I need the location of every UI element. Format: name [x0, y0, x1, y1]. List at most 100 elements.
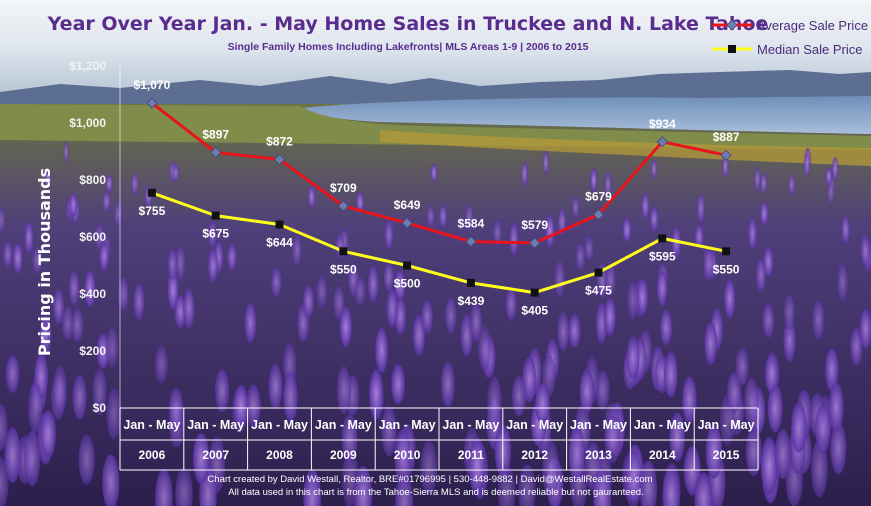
lupine-flower [465, 204, 474, 232]
lupine-flower [412, 314, 426, 356]
lupine-flower [604, 415, 621, 464]
lupine-flower [24, 430, 41, 487]
data-point-marker [656, 136, 668, 148]
data-label: $675 [202, 227, 229, 241]
legend-median-label: Median Sale Price [757, 42, 863, 57]
lupine-flower [535, 383, 550, 425]
lupine-flower [53, 365, 68, 414]
lupine-flower [622, 218, 632, 242]
data-label: $755 [139, 204, 166, 218]
lupine-flower [815, 404, 831, 454]
lupine-flower [639, 460, 657, 506]
lupine-flower [791, 402, 807, 453]
lupine-flower [384, 219, 394, 250]
lupine-flower [803, 153, 811, 179]
lupine-flower [724, 279, 736, 319]
lupine-flower [92, 368, 107, 416]
lupine-flower [386, 288, 398, 328]
lupine-flower [394, 429, 411, 486]
lupine-flower [542, 440, 560, 498]
lupine-flower [154, 345, 168, 384]
lupine-flower [763, 246, 774, 277]
lupine-flower [72, 375, 87, 420]
lupine-flower [735, 348, 749, 386]
lupine-flower [395, 473, 414, 506]
category-period-label: Jan - May [251, 418, 308, 432]
category-year-label: 2015 [713, 448, 740, 462]
lupine-flower [509, 222, 519, 256]
category-period-label: Jan - May [698, 418, 755, 432]
lupine-flower [167, 270, 179, 310]
lupine-flower [518, 464, 536, 506]
lupine-flower [208, 248, 218, 283]
lupine-flower [605, 263, 616, 296]
lupine-flower [131, 172, 139, 196]
data-point-marker [337, 200, 349, 212]
lupine-flower [336, 366, 351, 415]
lupine-flower [669, 412, 685, 462]
lupine-flower [339, 306, 352, 348]
category-period-label: Jan - May [315, 418, 372, 432]
lupine-flower [3, 241, 13, 268]
lupine-flower [68, 270, 80, 306]
data-point-marker [211, 211, 220, 220]
lupine-flower [762, 303, 775, 338]
data-label: $595 [649, 249, 676, 263]
data-point-marker [658, 234, 667, 243]
y-tick-label: $800 [79, 173, 106, 187]
lupine-flower [367, 265, 379, 303]
lupine-flower [440, 361, 455, 408]
lupine-flower [316, 274, 328, 308]
lupine-flower [268, 364, 283, 410]
data-label: $679 [585, 190, 612, 204]
series-layer: $1,070 $897 $872 $709 $649 $584 $579 $679 $934 $8… [134, 78, 740, 318]
data-point-marker [403, 261, 412, 270]
lupine-flower [694, 224, 704, 249]
lupine-flower [545, 214, 555, 247]
lupine-flower [764, 353, 779, 394]
lupine-flower [505, 287, 517, 321]
data-point-marker [465, 235, 477, 248]
lupine-flower [53, 289, 65, 325]
lupine-flower [788, 174, 796, 196]
lupine-flower [39, 315, 52, 356]
lupine-flower [760, 437, 778, 495]
lupine-flower [303, 469, 322, 506]
data-point-marker [529, 237, 541, 249]
data-label: $644 [266, 236, 293, 250]
lupine-flower [426, 205, 435, 228]
lupine-flower [71, 308, 84, 342]
lupine-flower [637, 278, 649, 316]
lupine-flower [497, 465, 516, 506]
lupine-flower [696, 193, 705, 224]
lupine-flower [175, 246, 186, 280]
data-point-marker [722, 247, 731, 256]
data-label: $872 [266, 135, 293, 149]
category-year-label: 2010 [394, 448, 421, 462]
lupine-flower [430, 164, 438, 182]
data-label: $550 [330, 262, 357, 276]
lupine-flower [168, 387, 184, 432]
y-tick-label: $400 [79, 287, 106, 301]
lupine-flower [825, 348, 839, 392]
lupine-flower [703, 245, 713, 282]
lupine-flower [825, 167, 833, 186]
data-point-marker [339, 247, 348, 256]
lupine-flower [604, 172, 612, 197]
lupine-flower [383, 262, 394, 292]
lupine-flower [94, 224, 104, 250]
category-year-label: 2014 [649, 448, 676, 462]
lupine-flower [783, 294, 796, 330]
chart-title: Year Over Year Jan. - May Home Sales in … [47, 13, 769, 35]
lupine-flower [568, 313, 581, 348]
category-period-label: Jan - May [506, 418, 563, 432]
lupine-flower [105, 174, 113, 193]
category-period-label: Jan - May [187, 418, 244, 432]
lupine-flower [575, 242, 586, 271]
data-point-marker [401, 217, 413, 229]
lupine-flower [595, 370, 610, 411]
category-period-label: Jan - May [442, 418, 499, 432]
data-label: $550 [713, 262, 740, 276]
